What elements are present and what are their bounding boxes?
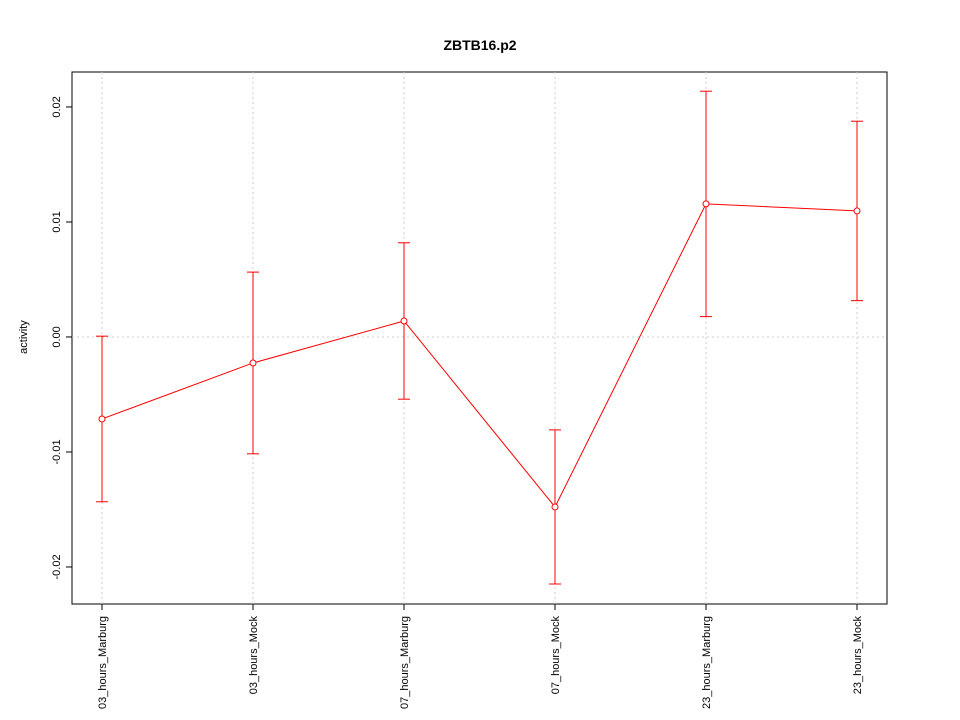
data-point xyxy=(702,200,710,208)
x-tick-label: 23_hours_Mock xyxy=(852,616,864,695)
data-point xyxy=(249,359,257,367)
data-point xyxy=(98,415,106,423)
x-tick-label: 07_hours_Mock xyxy=(550,616,562,695)
x-tick-label: 23_hours_Marburg xyxy=(701,616,713,709)
y-tick-label: 0.02 xyxy=(51,96,63,117)
plot-frame xyxy=(71,71,888,605)
data-point xyxy=(400,317,408,325)
y-tick-label: 0.00 xyxy=(51,326,63,347)
chart-title: ZBTB16.p2 xyxy=(443,37,516,53)
series-line xyxy=(101,203,858,508)
y-axis-label: activity xyxy=(18,320,30,354)
y-tick-label: -0.01 xyxy=(51,439,63,464)
x-tick-label: 07_hours_Marburg xyxy=(399,616,411,709)
data-point xyxy=(551,503,559,511)
x-tick-label: 03_hours_Marburg xyxy=(97,616,109,709)
data-point xyxy=(853,207,861,215)
y-tick-label: -0.02 xyxy=(51,554,63,579)
x-tick-label: 03_hours_Mock xyxy=(248,616,260,695)
y-tick-label: 0.01 xyxy=(51,211,63,232)
